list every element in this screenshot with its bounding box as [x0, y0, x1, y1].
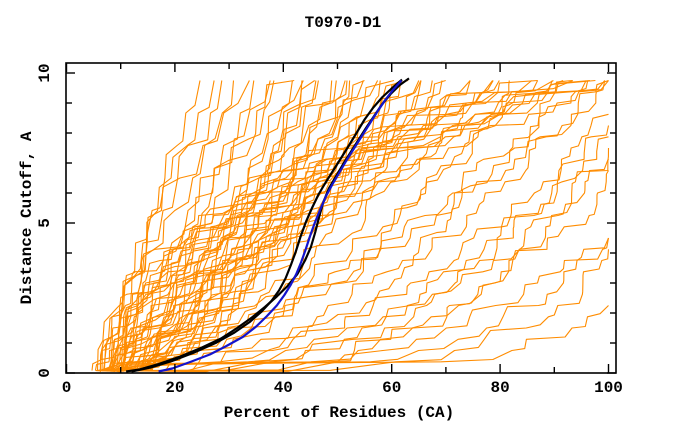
chart-title: T0970-D1: [305, 14, 382, 32]
ensemble-curve: [99, 80, 420, 372]
ensemble-curve: [116, 79, 574, 371]
ensemble-curve: [139, 170, 609, 372]
ensemble-curve: [112, 80, 422, 372]
ensemble-curve: [127, 80, 606, 372]
y-axis-title: Distance Cutoff, A: [18, 131, 36, 304]
ensemble-curve: [122, 80, 510, 371]
ensemble-curve: [147, 80, 443, 371]
ensemble-curve: [132, 79, 365, 372]
y-tick-label: 5: [36, 218, 54, 228]
ensemble-curve: [95, 79, 564, 372]
ensemble-curve: [111, 249, 610, 372]
ensemble-curve: [130, 113, 609, 372]
ensemble-curve: [100, 80, 271, 372]
x-axis-title: Percent of Residues (CA): [224, 404, 454, 422]
ensemble-curve: [100, 79, 295, 372]
ensemble-curve: [112, 80, 379, 372]
x-tick-label: 80: [490, 379, 509, 397]
ensemble-curve: [109, 80, 422, 372]
ensemble-curve: [91, 80, 554, 371]
ensemble-curve: [102, 147, 610, 373]
ensemble-curve: [110, 80, 494, 371]
x-tick-label: 0: [62, 379, 72, 397]
ensemble-curve: [118, 136, 609, 372]
ensemble-curve: [112, 80, 533, 373]
ensemble-curve: [96, 80, 215, 372]
ensemble-curve: [134, 79, 409, 372]
ensemble-curve: [123, 79, 590, 371]
ensemble-curve: [122, 79, 596, 371]
ensemble-curve: [125, 237, 610, 372]
ensemble-curve: [126, 80, 609, 372]
ensemble-curve: [124, 79, 573, 372]
ensemble-curve: [94, 80, 606, 371]
ensemble-curve: [101, 80, 589, 372]
ensemble-curve: [130, 80, 333, 372]
x-tick-label: 40: [274, 379, 293, 397]
y-tick-label: 0: [36, 368, 54, 378]
model-curve-black-2: [131, 78, 403, 373]
model-curve-blue: [158, 79, 403, 373]
x-tick-label: 60: [382, 379, 401, 397]
y-tick-label: 10: [36, 63, 54, 82]
ensemble-curve: [104, 80, 381, 372]
ensemble-curve: [111, 305, 609, 372]
ensemble-curve: [120, 80, 293, 371]
ensemble-curve: [124, 80, 471, 371]
x-tick-label: 20: [165, 379, 184, 397]
ensemble-curve: [116, 80, 351, 372]
x-tick-label: 100: [594, 379, 623, 397]
axes-layer: 0 20 40 60 80 100 0 5 10: [36, 62, 623, 397]
curves-layer: [91, 77, 610, 373]
plot-frame: [65, 62, 617, 374]
ensemble-curve: [101, 80, 223, 371]
ensemble-curve: [118, 79, 538, 371]
